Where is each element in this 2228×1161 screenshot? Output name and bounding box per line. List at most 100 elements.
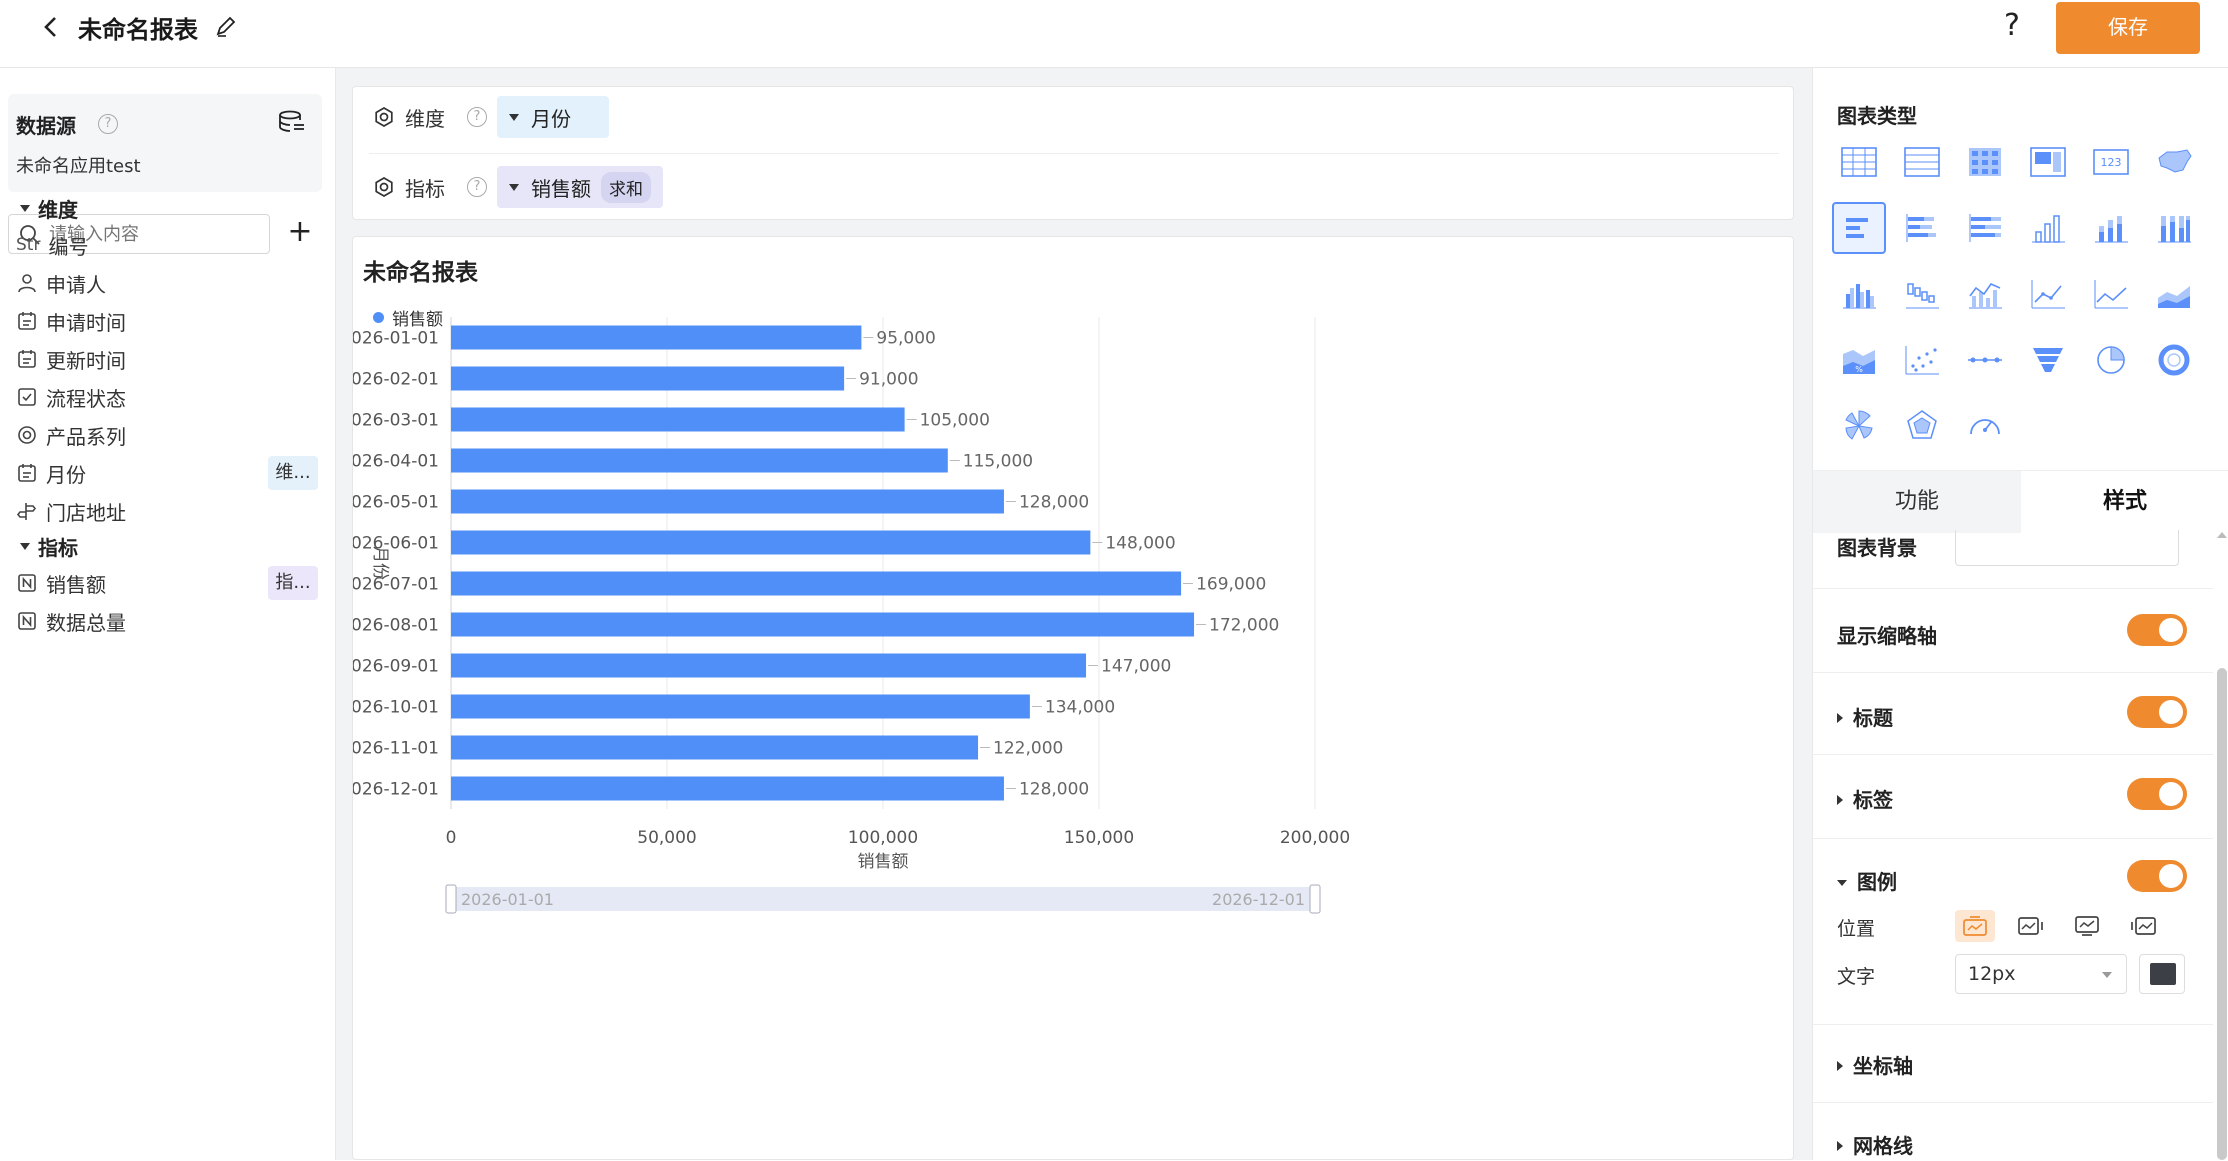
legend-text-label: 文字 <box>1837 966 1876 988</box>
bar-stacked-horizontal-icon[interactable] <box>1895 202 1949 254</box>
config-panel: 维度 ? 月份 指标 ? 销售额 求和 <box>352 86 1794 220</box>
grid-setting-header[interactable]: 网格线 <box>1837 1130 1913 1159</box>
legend-position-left-icon[interactable] <box>2123 910 2163 942</box>
pivot-table-icon[interactable] <box>1958 136 2012 188</box>
field-item-store-address[interactable]: 门店地址 <box>16 496 320 526</box>
rose-chart-icon[interactable] <box>1832 400 1886 452</box>
divider <box>1813 1024 2213 1025</box>
help-icon[interactable]: ? <box>467 107 487 127</box>
field-item-applicant[interactable]: 申请人 <box>16 268 320 298</box>
field-search[interactable] <box>8 214 270 254</box>
panel-scrollbar[interactable] <box>2217 668 2227 1160</box>
column-percent-icon[interactable] <box>2147 202 2201 254</box>
calendar-icon <box>18 350 36 368</box>
font-size-value: 12px <box>1968 963 2016 985</box>
panel-tabs: 功能 样式 <box>1813 470 2228 533</box>
data-label: 148,000 <box>1105 534 1175 554</box>
help-icon[interactable]: ? <box>467 177 487 197</box>
field-item-update-time[interactable]: 更新时间 <box>16 344 320 374</box>
dimension-used-tag: 维... <box>268 456 318 490</box>
data-label: 169,000 <box>1196 575 1266 595</box>
y-tick-label: 2026-08-01 <box>353 616 439 636</box>
bar <box>451 530 1091 555</box>
dimension-pill[interactable]: 月份 <box>497 96 609 138</box>
bar <box>451 325 862 350</box>
area-icon[interactable] <box>2084 268 2138 320</box>
legend-position-right-icon[interactable] <box>2011 910 2051 942</box>
string-type-icon: Str <box>16 235 41 255</box>
list-table-icon[interactable] <box>1895 136 1949 188</box>
donut-icon[interactable] <box>2147 334 2201 386</box>
text-color-picker[interactable] <box>2139 954 2185 994</box>
area-percent-icon[interactable]: % <box>1832 334 1886 386</box>
label-setting-header[interactable]: 标签 <box>1837 784 1893 813</box>
line-icon[interactable] <box>2021 268 2075 320</box>
area-stacked-icon[interactable] <box>2147 268 2201 320</box>
column-grouped-icon[interactable] <box>1832 268 1886 320</box>
tab-function[interactable]: 功能 <box>1813 471 2021 533</box>
bar-horizontal-icon[interactable] <box>1832 202 1886 254</box>
tab-style[interactable]: 样式 <box>2021 471 2228 533</box>
metric-item-sales[interactable]: 销售额 <box>16 568 320 598</box>
field-item-apply-time[interactable]: 申请时间 <box>16 306 320 336</box>
save-button[interactable]: 保存 <box>2056 2 2200 54</box>
radar-icon[interactable] <box>1895 400 1949 452</box>
legend-setting-header[interactable]: 图例 <box>1837 866 1897 895</box>
title-setting-header[interactable]: 标题 <box>1837 702 1893 731</box>
bar <box>451 612 1195 637</box>
datasource-switch-icon[interactable] <box>278 110 306 134</box>
chart-title: 未命名报表 <box>363 260 478 286</box>
legend-setting-label: 图例 <box>1857 870 1897 894</box>
bar-percent-horizontal-icon[interactable] <box>1958 202 2012 254</box>
metric-item-total-count[interactable]: 数据总量 <box>16 606 320 636</box>
chart-legend[interactable]: 销售额 <box>373 305 443 330</box>
waterfall-icon[interactable] <box>1895 268 1949 320</box>
scatter-icon[interactable] <box>1895 334 1949 386</box>
legend-position-top-icon[interactable] <box>1955 910 1995 942</box>
metric-section-header[interactable]: 指标 <box>20 532 78 561</box>
scroll-up-icon[interactable] <box>2217 532 2227 538</box>
number-card-icon[interactable]: 123 <box>2084 136 2138 188</box>
help-icon[interactable]: ? <box>2004 8 2020 43</box>
zoom-handle-left <box>445 884 457 914</box>
show-zoom-axis-toggle[interactable] <box>2127 614 2187 646</box>
field-item-id[interactable]: Str 编号 <box>16 230 320 260</box>
dimension-section-header[interactable]: 维度 <box>20 194 78 223</box>
y-tick-label: 2026-11-01 <box>353 739 439 759</box>
label-toggle[interactable] <box>2127 778 2187 810</box>
funnel-icon[interactable] <box>2021 334 2075 386</box>
column-line-icon[interactable] <box>1958 268 2012 320</box>
back-arrow-icon[interactable] <box>36 12 66 42</box>
table-icon[interactable] <box>1832 136 1886 188</box>
bar <box>451 407 905 432</box>
legend-position-bottom-icon[interactable] <box>2067 910 2107 942</box>
datasource-help-icon[interactable]: ? <box>98 114 118 134</box>
search-input[interactable] <box>49 219 259 249</box>
dimension-config-row: 维度 ? 月份 <box>373 95 609 139</box>
font-size-select[interactable]: 12px <box>1955 954 2127 994</box>
map-icon[interactable] <box>2147 136 2201 188</box>
column-icon[interactable] <box>2021 202 2075 254</box>
gauge-icon[interactable] <box>1958 400 2012 452</box>
add-field-button[interactable]: + <box>287 214 313 249</box>
edit-icon[interactable] <box>214 14 238 38</box>
data-label: 128,000 <box>1019 780 1089 800</box>
gear-icon <box>375 107 393 127</box>
title-toggle[interactable] <box>2127 696 2187 728</box>
card-icon[interactable] <box>2021 136 2075 188</box>
radio-icon <box>18 426 36 444</box>
datasource-title: 数据源 <box>16 114 76 138</box>
chart-card: 未命名报表 销售额 0 50,000 100,000 150,000 200,000 20… <box>352 236 1794 1160</box>
field-item-flow-status[interactable]: 流程状态 <box>16 382 320 412</box>
pie-icon[interactable] <box>2084 334 2138 386</box>
chart-bg-picker[interactable] <box>1955 530 2179 566</box>
metric-config-row: 指标 ? 销售额 求和 <box>373 165 663 209</box>
axis-setting-header[interactable]: 坐标轴 <box>1837 1050 1913 1079</box>
caret-down-icon <box>20 543 30 550</box>
field-item-product-series[interactable]: 产品系列 <box>16 420 320 450</box>
column-stacked-icon[interactable] <box>2084 202 2138 254</box>
field-item-month[interactable]: 月份 <box>16 458 320 488</box>
metric-pill[interactable]: 销售额 求和 <box>497 166 663 208</box>
legend-toggle[interactable] <box>2127 860 2187 892</box>
timeline-icon[interactable] <box>1958 334 2012 386</box>
